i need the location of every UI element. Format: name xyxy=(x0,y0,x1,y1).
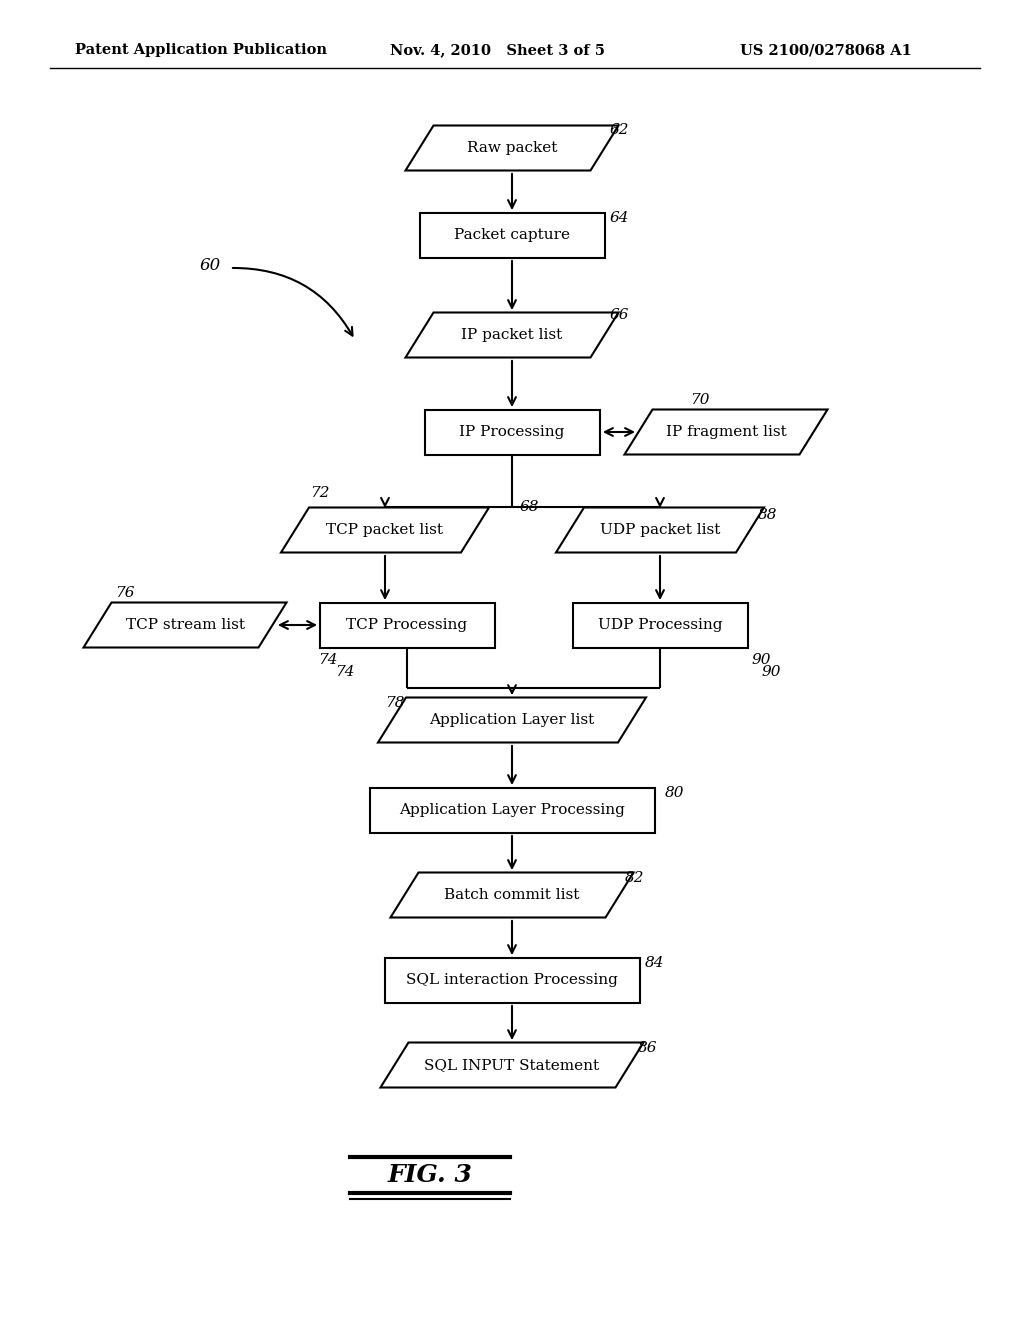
Text: 74: 74 xyxy=(336,665,355,678)
Text: SQL interaction Processing: SQL interaction Processing xyxy=(407,973,617,987)
Text: UDP packet list: UDP packet list xyxy=(600,523,720,537)
Text: 64: 64 xyxy=(610,211,630,224)
Text: FIG. 3: FIG. 3 xyxy=(387,1163,472,1187)
Text: Application Layer list: Application Layer list xyxy=(429,713,595,727)
Polygon shape xyxy=(390,873,634,917)
Text: IP packet list: IP packet list xyxy=(462,327,562,342)
Text: 90: 90 xyxy=(762,665,781,678)
Text: 82: 82 xyxy=(625,871,644,884)
Text: Patent Application Publication: Patent Application Publication xyxy=(75,44,327,57)
Text: IP fragment list: IP fragment list xyxy=(666,425,786,440)
Text: Packet capture: Packet capture xyxy=(454,228,570,242)
Bar xyxy=(384,957,640,1002)
Text: Nov. 4, 2010   Sheet 3 of 5: Nov. 4, 2010 Sheet 3 of 5 xyxy=(390,44,605,57)
Text: Application Layer Processing: Application Layer Processing xyxy=(399,803,625,817)
Text: 84: 84 xyxy=(645,956,665,970)
Polygon shape xyxy=(556,507,764,553)
Text: TCP stream list: TCP stream list xyxy=(126,618,245,632)
Text: Batch commit list: Batch commit list xyxy=(444,888,580,902)
Bar xyxy=(572,602,748,648)
Polygon shape xyxy=(281,507,489,553)
Text: US 2100/0278068 A1: US 2100/0278068 A1 xyxy=(740,44,912,57)
Text: 80: 80 xyxy=(665,785,684,800)
Text: 72: 72 xyxy=(310,486,330,500)
Bar xyxy=(370,788,654,833)
Text: 60: 60 xyxy=(200,256,220,273)
Text: 78: 78 xyxy=(385,696,404,710)
Bar xyxy=(319,602,495,648)
Bar xyxy=(420,213,604,257)
Polygon shape xyxy=(406,125,618,170)
Text: TCP packet list: TCP packet list xyxy=(327,523,443,537)
Text: TCP Processing: TCP Processing xyxy=(346,618,468,632)
Polygon shape xyxy=(381,1043,643,1088)
Text: 74: 74 xyxy=(318,653,338,667)
Text: 76: 76 xyxy=(115,586,134,601)
Polygon shape xyxy=(378,697,646,742)
Text: 90: 90 xyxy=(752,653,771,667)
Text: 70: 70 xyxy=(690,393,710,407)
Text: SQL INPUT Statement: SQL INPUT Statement xyxy=(424,1059,600,1072)
Text: Raw packet: Raw packet xyxy=(467,141,557,154)
Polygon shape xyxy=(625,409,827,454)
Text: 62: 62 xyxy=(610,123,630,137)
Polygon shape xyxy=(406,313,618,358)
Text: IP Processing: IP Processing xyxy=(460,425,564,440)
Text: 88: 88 xyxy=(758,508,777,521)
Polygon shape xyxy=(84,602,287,648)
Bar xyxy=(425,409,599,454)
Text: 66: 66 xyxy=(610,308,630,322)
Text: 68: 68 xyxy=(520,500,540,513)
Text: UDP Processing: UDP Processing xyxy=(598,618,722,632)
Text: 86: 86 xyxy=(638,1041,657,1055)
